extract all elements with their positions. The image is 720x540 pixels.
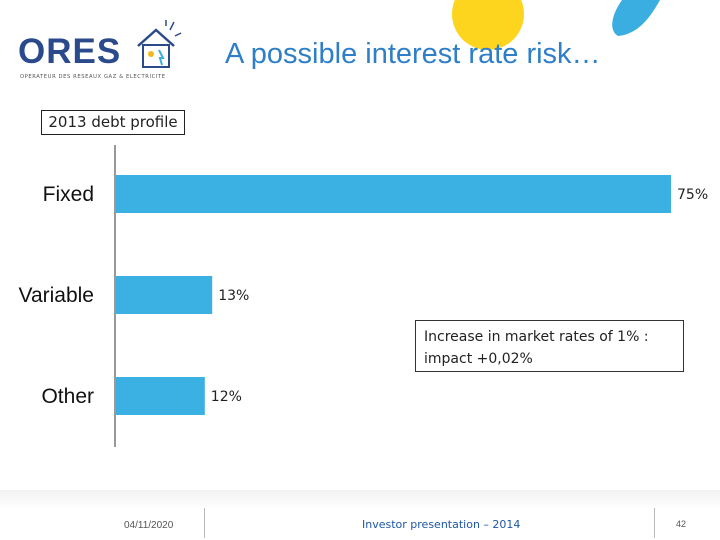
bar-variable [116, 276, 213, 314]
rate-impact-line-2: impact +0,02% [424, 351, 533, 367]
rate-impact-note: Increase in market rates of 1% : impact … [415, 320, 684, 372]
slide-title: A possible interest rate risk… [225, 38, 601, 70]
category-label-fixed: Fixed [43, 183, 94, 206]
data-label-other: 12% [211, 389, 242, 405]
ores-logo: ORES OPERATEUR DES RESEAUX GAZ & ELECTRI… [14, 16, 184, 86]
footer-presentation-title: Investor presentation – 2014 [362, 518, 521, 531]
footer-divider [204, 508, 205, 538]
debt-profile-chart: Fixed 75% Variable 13% Other 12% [19, 145, 708, 447]
data-label-fixed: 75% [677, 187, 708, 203]
logo-tagline: OPERATEUR DES RESEAUX GAZ & ELECTRICITE [20, 74, 166, 80]
logo-text: ORES [18, 32, 121, 71]
chart-subtitle: 2013 debt profile [41, 110, 185, 135]
footer-date: 04/11/2020 [124, 520, 174, 531]
footer-divider [654, 508, 655, 538]
footer-page-number: 42 [676, 519, 687, 529]
rate-impact-line-1: Increase in market rates of 1% : [424, 329, 649, 345]
house-icon [137, 20, 182, 68]
category-label-variable: Variable [19, 284, 95, 307]
footer: 04/11/2020 Investor presentation – 2014 … [0, 490, 720, 540]
data-label-variable: 13% [218, 288, 249, 304]
category-label-other: Other [41, 385, 94, 408]
decor-yellow-circle [452, 0, 524, 50]
decor-blue-drop [612, 0, 660, 36]
bar-other [116, 377, 205, 415]
bar-fixed [116, 175, 671, 213]
